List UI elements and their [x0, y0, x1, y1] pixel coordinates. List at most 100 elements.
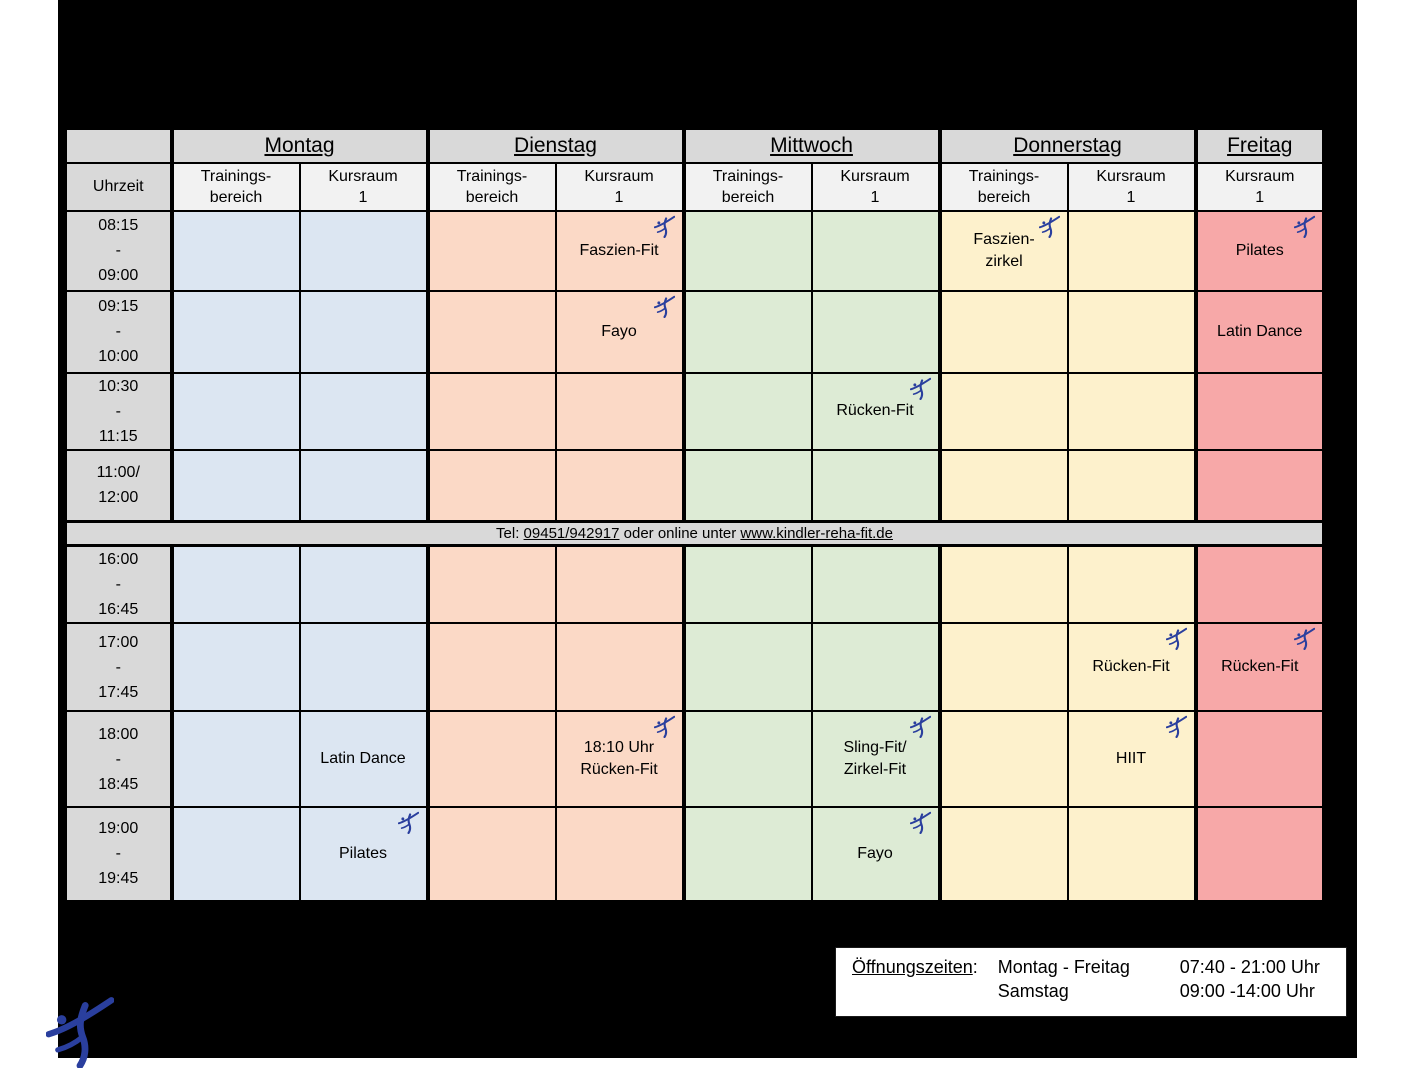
leaping-figure-icon [653, 715, 675, 738]
empty-schedule-cell [169, 806, 301, 902]
empty-schedule-cell [810, 622, 941, 712]
schedule-corner-cell [64, 127, 173, 164]
leaping-figure-icon [653, 215, 675, 238]
course-cell: Latin Dance [298, 710, 429, 808]
course-cell: Faszien-Fit [554, 209, 685, 292]
empty-schedule-cell [298, 371, 429, 451]
empty-schedule-cell [937, 710, 1069, 808]
course-cell: Fayo [554, 289, 685, 374]
empty-schedule-cell [810, 209, 941, 292]
empty-schedule-cell [1066, 806, 1197, 902]
empty-schedule-cell [681, 710, 813, 808]
empty-schedule-cell [1066, 448, 1197, 523]
schedule-row: 16:00-16:45 [64, 544, 1325, 624]
empty-schedule-cell [681, 622, 813, 712]
black-canvas: Montag Dienstag Mittwoch Donnerstag Freitag U… [45, 0, 1357, 1070]
course-name: Rücken-Fit [1221, 658, 1299, 675]
course-cell: Rücken-Fit [1193, 622, 1325, 712]
schedule-row: 19:00-19:45 Pilates Fayo [64, 806, 1325, 902]
schedule-row: 10:30-11:15 Rücken-Fit [64, 371, 1325, 451]
empty-schedule-cell [681, 371, 813, 451]
opening-hours-colon: : [972, 957, 978, 977]
empty-schedule-cell [681, 806, 813, 902]
empty-schedule-cell [169, 710, 301, 808]
schedule-row: 08:15-09:00 Faszien-Fit Faszien-zirkel Pila… [64, 209, 1325, 292]
leaping-figure-icon [1294, 627, 1315, 650]
time-column-header: Uhrzeit [64, 161, 173, 212]
empty-schedule-cell [810, 544, 941, 624]
empty-schedule-cell [1193, 448, 1325, 523]
room-header: Kursraum 1 [810, 161, 941, 212]
empty-schedule-cell [554, 806, 685, 902]
room-header: Kursraum 1 [1193, 161, 1325, 212]
course-name: Faszien-zirkel [973, 230, 1035, 270]
empty-schedule-cell [681, 289, 813, 374]
leaping-figure-icon [397, 811, 419, 834]
opening-hours-label: Öffnungszeiten: [852, 957, 978, 978]
empty-schedule-cell [937, 544, 1069, 624]
empty-schedule-cell [1066, 209, 1197, 292]
website-url: www.kindler-reha-fit.de [740, 525, 893, 542]
course-name: Rücken-Fit [1092, 658, 1170, 675]
subheader-row: Uhrzeit Trainings-bereich Kursraum 1 Trainin… [64, 161, 1325, 212]
empty-schedule-cell [169, 209, 301, 292]
course-name: Pilates [338, 844, 388, 862]
room-header: Kursraum 1 [1066, 161, 1197, 212]
empty-schedule-cell [937, 622, 1069, 712]
empty-schedule-cell [425, 806, 557, 902]
leaping-figure-icon [1165, 715, 1187, 738]
empty-schedule-cell [425, 710, 557, 808]
empty-schedule-cell [298, 209, 429, 292]
empty-schedule-cell [425, 622, 557, 712]
empty-schedule-cell [937, 371, 1069, 451]
phone-number: 09451/942917 [523, 525, 620, 542]
empty-schedule-cell [169, 371, 301, 451]
opening-hours-time-saturday: 09:00 -14:00 Uhr [1179, 981, 1315, 1001]
course-cell: Pilates [1193, 209, 1325, 292]
empty-schedule-cell [937, 448, 1069, 523]
course-name: HIIT [1115, 750, 1147, 767]
empty-schedule-cell [1193, 371, 1325, 451]
leaping-figure-icon [909, 811, 931, 834]
empty-schedule-cell [554, 371, 685, 451]
course-name: Fayo [601, 322, 637, 340]
empty-schedule-cell [298, 448, 429, 523]
time-slot-cell: 17:00-17:45 [64, 622, 173, 712]
time-slot-cell: 19:00-19:45 [64, 806, 173, 902]
course-name: 18:10 Uhr Rücken-Fit [580, 739, 658, 778]
course-cell: Latin Dance [1193, 289, 1325, 374]
schedule-row: 09:15-10:00 Fayo Latin Dance [64, 289, 1325, 374]
leaping-figure-icon [1294, 215, 1315, 238]
day-header-row: Montag Dienstag Mittwoch Donnerstag Freitag [64, 127, 1325, 164]
empty-schedule-cell [681, 448, 813, 523]
empty-schedule-cell [425, 209, 557, 292]
empty-schedule-cell [169, 289, 301, 374]
empty-schedule-cell [298, 289, 429, 374]
empty-schedule-cell [1066, 289, 1197, 374]
course-schedule-table: Montag Dienstag Mittwoch Donnerstag Freitag U… [64, 127, 1325, 903]
time-slot-cell: 09:15-10:00 [64, 289, 173, 374]
day-header-5: Freitag [1193, 127, 1325, 164]
day-header-2: Dienstag [425, 127, 685, 164]
room-header: Trainings-bereich [425, 161, 557, 212]
course-cell: Rücken-Fit [1066, 622, 1197, 712]
empty-schedule-cell [554, 544, 685, 624]
empty-schedule-cell [298, 622, 429, 712]
course-name: Pilates [1235, 241, 1284, 259]
empty-schedule-cell [810, 448, 941, 523]
course-name: Latin Dance [1217, 322, 1303, 340]
time-slot-cell: 10:30-11:15 [64, 371, 173, 451]
empty-schedule-cell [681, 544, 813, 624]
empty-schedule-cell [937, 289, 1069, 374]
course-cell: 18:10 Uhr Rücken-Fit [554, 710, 685, 808]
course-name: Latin Dance [320, 750, 406, 767]
empty-schedule-cell [1066, 371, 1197, 451]
empty-schedule-cell [1193, 806, 1325, 902]
opening-hours-label-text: Öffnungszeiten [852, 957, 973, 977]
empty-schedule-cell [169, 448, 301, 523]
empty-schedule-cell [298, 544, 429, 624]
empty-schedule-cell [425, 448, 557, 523]
room-header: Kursraum 1 [554, 161, 685, 212]
contact-middle: oder online unter [619, 525, 741, 542]
course-name: Sling-Fit/Zirkel-Fit [843, 739, 907, 778]
